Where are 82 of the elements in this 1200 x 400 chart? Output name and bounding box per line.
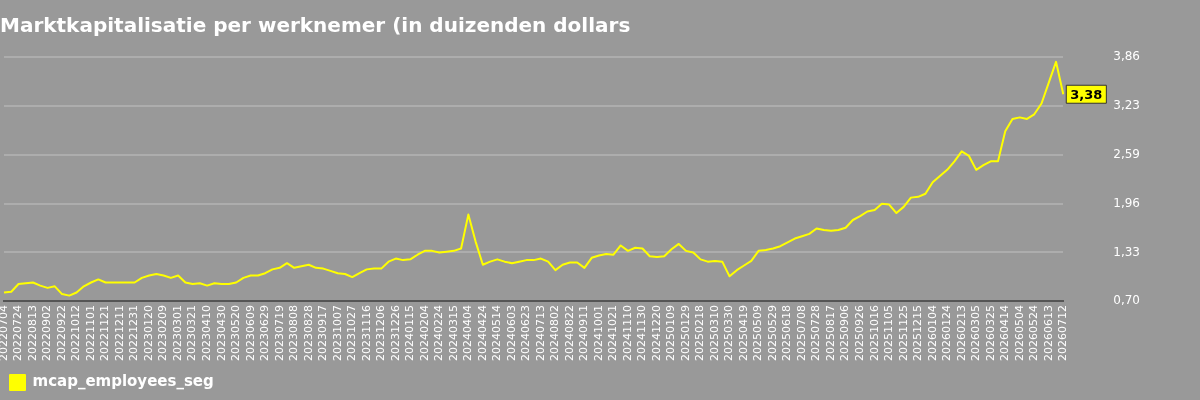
x-tick-label: 20251215 [911, 305, 925, 362]
x-tick-label: 20240424 [475, 305, 489, 362]
x-tick-label: 20250310 [707, 305, 721, 362]
x-tick-label: 20240224 [432, 305, 446, 362]
x-tick-label: 20220922 [54, 305, 68, 362]
x-tick-label: 20230321 [185, 305, 199, 362]
x-tick-label: 20251105 [882, 305, 896, 362]
annotation: 3,38 [1070, 86, 1103, 102]
x-tick-label: 20240514 [490, 305, 504, 362]
x-tick-label: 20230917 [316, 305, 330, 362]
x-tick-label: 20230209 [156, 305, 170, 362]
x-tick-label: 20241130 [635, 305, 649, 362]
y-tick-label: 0,70 [1113, 293, 1140, 308]
x-tick-label: 20251016 [867, 305, 881, 362]
x-tick-label: 20230520 [229, 305, 243, 362]
x-tick-label: 20250330 [722, 305, 736, 362]
x-tick-label: 20240603 [504, 305, 518, 362]
x-tick-label: 20231206 [374, 305, 388, 362]
x-tick-label: 20240911 [577, 305, 591, 362]
x-tick-label: 20241110 [620, 305, 634, 362]
y-tick-label: 3,23 [1113, 97, 1140, 112]
x-tick-label: 20250529 [765, 305, 779, 362]
x-tick-label: 20250419 [736, 305, 750, 362]
x-tick-label: 20230629 [258, 305, 272, 362]
x-tick-label: 20260613 [1041, 305, 1055, 362]
x-tick-label: 20260104 [925, 305, 939, 362]
x-tick-label: 20230719 [272, 305, 286, 362]
x-tick-label: 20250708 [794, 305, 808, 362]
x-tick-label: 20220724 [11, 305, 25, 362]
x-tick-label: 20250926 [852, 305, 866, 362]
x-tick-label: 20230301 [170, 305, 184, 362]
y-tick-label: 3,86 [1113, 49, 1140, 64]
x-tick-label: 20240115 [403, 305, 417, 362]
y-tick-label: 1,96 [1113, 195, 1140, 210]
legend-label: mcap_employees_seg [32, 372, 214, 391]
x-tick-label: 20260524 [1027, 305, 1041, 362]
x-tick-label: 20230430 [214, 305, 228, 362]
x-tick-label: 20230828 [301, 305, 315, 362]
y-tick-label: 2,59 [1113, 147, 1140, 162]
x-tick-label: 20240315 [446, 305, 460, 362]
x-tick-label: 20240623 [519, 305, 533, 362]
x-tick-label: 20250218 [693, 305, 707, 362]
x-tick-label: 20250109 [664, 305, 678, 362]
x-tick-label: 20221211 [112, 305, 126, 362]
x-tick-label: 20260414 [998, 305, 1012, 362]
x-tick-label: 20260504 [1012, 305, 1026, 362]
x-tick-label: 20250129 [678, 305, 692, 362]
x-tick-label: 20230120 [141, 305, 155, 362]
x-tick-label: 20221231 [127, 305, 141, 362]
x-tick-label: 20260305 [969, 305, 983, 362]
x-tick-label: 20240404 [461, 305, 475, 362]
x-tick-label: 20221121 [98, 305, 112, 362]
x-tick-label: 20241001 [591, 305, 605, 362]
x-tick-label: 20250509 [751, 305, 765, 362]
x-tick-label: 20230609 [243, 305, 257, 362]
x-tick-label: 20260124 [940, 305, 954, 362]
x-tick-label: 20231007 [330, 305, 344, 362]
x-tick-label: 20240802 [548, 305, 562, 362]
x-tick-label: 20231027 [345, 305, 359, 362]
x-tick-label: 20220902 [40, 305, 54, 362]
chart-title: Marktkapitalisatie per werknemer (in duizenden dollars [0, 13, 631, 38]
x-tick-label: 20221012 [69, 305, 83, 362]
x-tick-label: 20240713 [533, 305, 547, 362]
x-tick-label: 20250618 [780, 305, 794, 362]
x-tick-label: 20241021 [606, 305, 620, 362]
x-tick-label: 20231226 [388, 305, 402, 362]
x-tick-label: 20221101 [83, 305, 97, 362]
x-tick-label: 20250817 [823, 305, 837, 362]
x-tick-label: 20250728 [809, 305, 823, 362]
x-tick-label: 20250906 [838, 305, 852, 362]
x-tick-label: 20240204 [417, 305, 431, 362]
x-tick-label: 20241220 [649, 305, 663, 362]
x-tick-label: 20240822 [562, 305, 576, 362]
x-tick-label: 20251125 [896, 305, 910, 362]
x-tick-label: 20230410 [200, 305, 214, 362]
x-tick-label: 20220813 [25, 305, 39, 362]
x-tick-label: 20260712 [1056, 305, 1070, 362]
x-tick-label: 20230808 [287, 305, 301, 362]
x-tick-label: 20260213 [954, 305, 968, 362]
x-tick-label: 20231116 [359, 305, 373, 362]
y-tick-label: 1,33 [1113, 244, 1140, 259]
x-tick-label: 20260325 [983, 305, 997, 362]
